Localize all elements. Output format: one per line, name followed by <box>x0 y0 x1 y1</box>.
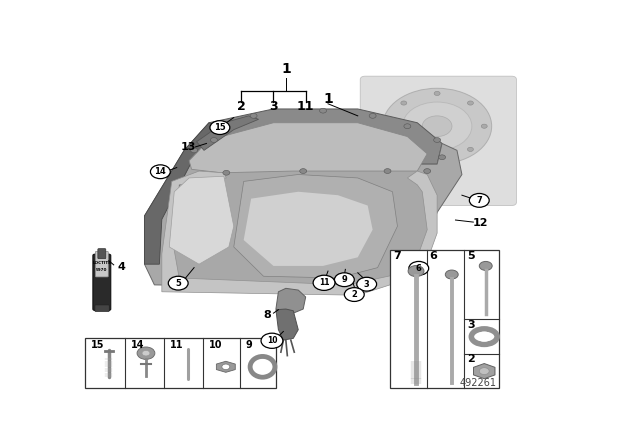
Text: 13: 13 <box>180 142 196 152</box>
Polygon shape <box>234 174 397 278</box>
Text: 11: 11 <box>297 100 314 113</box>
Circle shape <box>403 102 472 151</box>
Circle shape <box>335 273 355 287</box>
Text: 9: 9 <box>245 340 252 350</box>
FancyBboxPatch shape <box>95 251 108 277</box>
Text: 5: 5 <box>467 251 474 261</box>
FancyBboxPatch shape <box>95 305 109 311</box>
Text: 1: 1 <box>281 62 291 76</box>
Text: 1: 1 <box>323 91 333 106</box>
Polygon shape <box>216 361 236 372</box>
Circle shape <box>211 138 218 142</box>
Circle shape <box>422 116 452 137</box>
Circle shape <box>479 368 489 375</box>
Circle shape <box>313 275 335 290</box>
Polygon shape <box>169 176 234 264</box>
Polygon shape <box>145 143 462 289</box>
Polygon shape <box>145 123 219 264</box>
Circle shape <box>401 147 407 151</box>
Text: 5: 5 <box>175 279 181 288</box>
Circle shape <box>424 168 431 173</box>
Circle shape <box>383 88 492 164</box>
Ellipse shape <box>250 357 275 377</box>
Text: 6: 6 <box>429 251 438 261</box>
Circle shape <box>438 155 445 159</box>
Circle shape <box>467 101 474 105</box>
FancyBboxPatch shape <box>98 249 106 258</box>
Circle shape <box>445 270 458 279</box>
Text: 2: 2 <box>351 290 357 299</box>
Ellipse shape <box>255 360 270 374</box>
FancyBboxPatch shape <box>93 254 111 310</box>
Circle shape <box>404 124 411 129</box>
Text: 15: 15 <box>214 123 226 132</box>
Text: 15: 15 <box>92 340 105 350</box>
Circle shape <box>387 124 393 128</box>
Circle shape <box>191 148 198 153</box>
Circle shape <box>168 276 188 290</box>
Text: 2: 2 <box>237 100 246 113</box>
Circle shape <box>384 168 391 173</box>
Text: 14: 14 <box>154 167 166 176</box>
Polygon shape <box>276 289 306 313</box>
Circle shape <box>300 168 307 173</box>
Ellipse shape <box>471 329 497 345</box>
Text: 7: 7 <box>393 251 401 261</box>
Text: 8: 8 <box>264 310 271 320</box>
Circle shape <box>434 157 440 161</box>
Text: 11: 11 <box>170 340 184 350</box>
Polygon shape <box>189 123 428 173</box>
Text: 3: 3 <box>269 100 278 113</box>
Circle shape <box>469 194 489 207</box>
Circle shape <box>481 124 487 128</box>
Polygon shape <box>276 309 298 340</box>
Text: 12: 12 <box>473 219 488 228</box>
Circle shape <box>401 101 407 105</box>
Text: 3: 3 <box>364 280 369 289</box>
FancyBboxPatch shape <box>360 76 516 206</box>
Circle shape <box>434 138 440 142</box>
Circle shape <box>142 350 150 356</box>
Circle shape <box>222 364 230 370</box>
Polygon shape <box>196 116 259 151</box>
Circle shape <box>261 333 283 349</box>
Circle shape <box>467 147 474 151</box>
Text: 10: 10 <box>209 340 222 350</box>
Text: 4: 4 <box>117 262 125 271</box>
Circle shape <box>434 91 440 95</box>
Polygon shape <box>162 171 437 295</box>
Polygon shape <box>474 363 495 379</box>
Circle shape <box>210 121 230 134</box>
Circle shape <box>356 277 376 291</box>
Bar <box>390 250 499 388</box>
Circle shape <box>250 113 257 118</box>
Circle shape <box>409 262 429 275</box>
Text: 14: 14 <box>131 340 145 350</box>
Text: 6: 6 <box>416 264 422 273</box>
Text: 9: 9 <box>342 275 348 284</box>
Text: 2: 2 <box>467 354 475 365</box>
Circle shape <box>408 266 424 276</box>
Polygon shape <box>244 192 372 266</box>
Circle shape <box>137 347 155 359</box>
Text: 3: 3 <box>467 320 474 330</box>
Circle shape <box>150 165 170 179</box>
Circle shape <box>223 170 230 175</box>
Circle shape <box>319 108 326 113</box>
Polygon shape <box>184 109 442 168</box>
Text: 11: 11 <box>319 278 330 287</box>
Text: 492261: 492261 <box>460 378 497 388</box>
Ellipse shape <box>477 332 492 341</box>
Text: 5970: 5970 <box>96 268 108 271</box>
Bar <box>85 338 276 388</box>
Text: 7: 7 <box>476 196 482 205</box>
Text: 10: 10 <box>267 336 277 345</box>
Text: LOCTITE: LOCTITE <box>92 262 111 266</box>
Circle shape <box>369 113 376 118</box>
Circle shape <box>344 288 364 302</box>
Circle shape <box>479 262 492 271</box>
